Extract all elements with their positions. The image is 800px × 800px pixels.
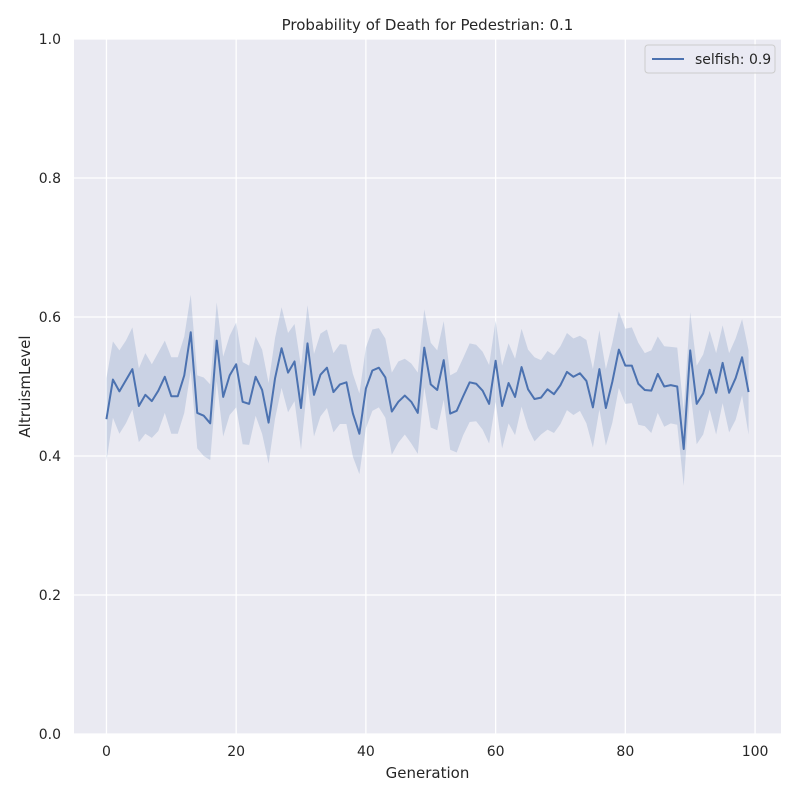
tick-labels: 0 20 40 60 80 100 0.0 0.2 0.4 0.6 0.8 1.0 [39,32,769,760]
chart-title: Probability of Death for Pedestrian: 0.1 [282,16,574,34]
y-tick-label: 0.6 [39,310,61,326]
y-tick-label: 1.0 [39,32,61,48]
legend-box [644,44,776,74]
y-tick-label: 0.8 [39,171,61,187]
y-tick-label: 0.0 [39,727,61,743]
x-tick-label: 40 [357,744,375,760]
y-axis-label: AltruismLevel [16,335,34,437]
x-tick-label: 0 [102,744,111,760]
y-tick-label: 0.2 [39,588,61,604]
confidence-band [106,294,749,486]
x-tick-label: 100 [742,744,769,760]
legend-label: selfish: 0.9 [695,52,771,68]
x-axis-label: Generation [386,764,470,782]
series-line-layer [105,331,750,451]
series-line [105,331,750,451]
x-tick-label: 60 [487,744,505,760]
legend: selfish: 0.9 [644,44,776,74]
x-tick-label: 80 [616,744,634,760]
confidence-band-layer [106,294,749,486]
y-tick-label: 0.4 [39,449,61,465]
x-tick-label: 20 [227,744,245,760]
